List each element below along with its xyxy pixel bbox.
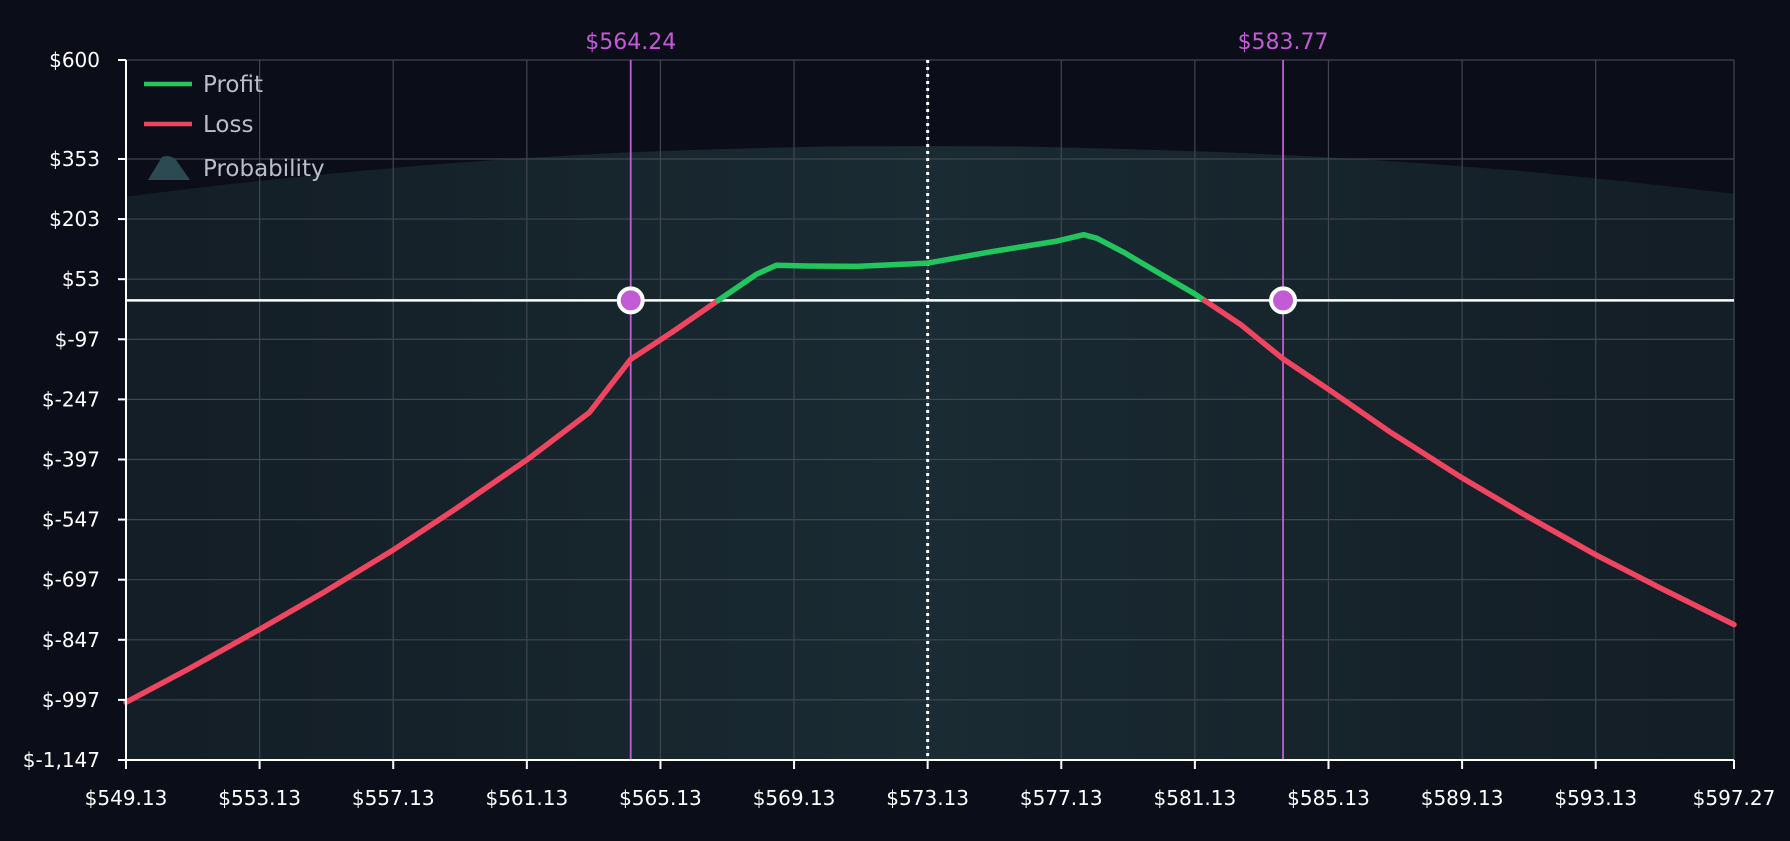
breakeven-marker bbox=[1269, 286, 1298, 315]
y-tick-label: $203 bbox=[49, 207, 100, 231]
x-tick-label: $549.13 bbox=[85, 786, 168, 810]
x-tick-label: $569.13 bbox=[753, 786, 836, 810]
x-tick-label: $577.13 bbox=[1020, 786, 1103, 810]
probability-mountain-icon bbox=[148, 156, 190, 180]
x-tick-label: $581.13 bbox=[1154, 786, 1237, 810]
y-tick-label: $-97 bbox=[55, 327, 100, 351]
x-tick-label: $557.13 bbox=[352, 786, 435, 810]
legend-label-probability: Probability bbox=[203, 156, 325, 182]
y-tick-label: $-397 bbox=[42, 447, 100, 471]
loss-curve bbox=[123, 297, 721, 706]
legend-label-profit: Profit bbox=[203, 72, 263, 98]
x-tick-label: $561.13 bbox=[485, 786, 568, 810]
y-tick-label: $-697 bbox=[42, 568, 100, 592]
x-tick-label: $565.13 bbox=[619, 786, 702, 810]
y-tick-label: $-847 bbox=[42, 628, 100, 652]
x-tick-label: $589.13 bbox=[1421, 786, 1504, 810]
x-tick-label: $553.13 bbox=[218, 786, 301, 810]
profit-curve bbox=[715, 231, 1208, 304]
y-tick-label: $600 bbox=[49, 48, 100, 72]
x-tick-label: $593.13 bbox=[1554, 786, 1637, 810]
y-tick-label: $53 bbox=[62, 267, 100, 291]
x-tick-label: $573.13 bbox=[886, 786, 969, 810]
y-tick-label: $353 bbox=[49, 147, 100, 171]
loss-curve bbox=[1201, 297, 1737, 628]
y-tick-label: $-1,147 bbox=[23, 748, 100, 772]
breakeven-marker bbox=[616, 286, 645, 315]
y-tick-label: $-997 bbox=[42, 688, 100, 712]
breakeven-label: $583.77 bbox=[1238, 30, 1329, 55]
x-tick-label: $585.13 bbox=[1287, 786, 1370, 810]
breakeven-label: $564.24 bbox=[585, 30, 676, 55]
y-tick-label: $-247 bbox=[42, 387, 100, 411]
x-tick-label: $597.27 bbox=[1693, 786, 1776, 810]
probability-area bbox=[126, 146, 1734, 761]
legend-label-loss: Loss bbox=[203, 112, 253, 138]
y-tick-label: $-547 bbox=[42, 508, 100, 532]
